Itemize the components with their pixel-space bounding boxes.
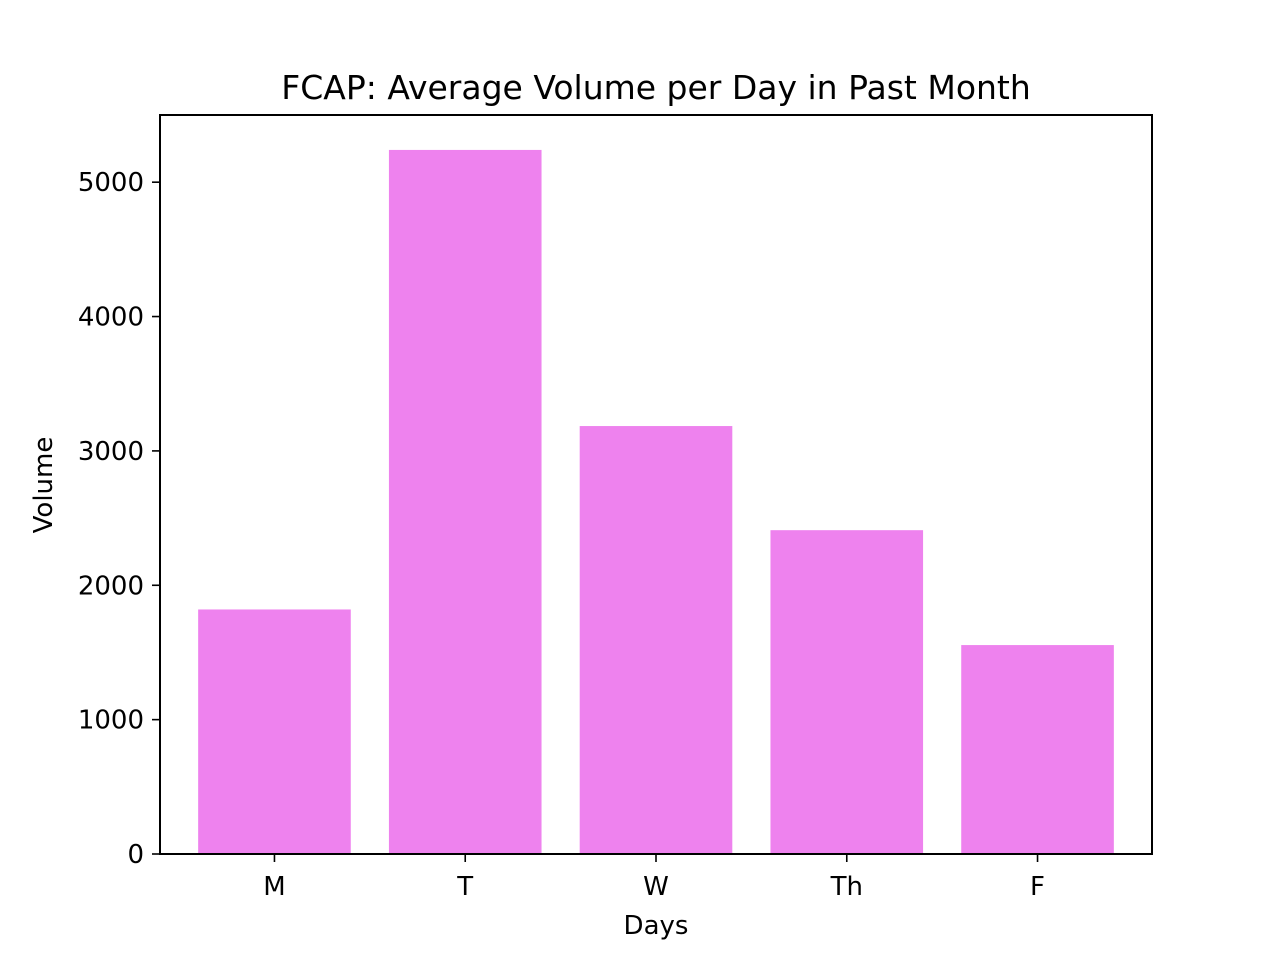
- chart-title: FCAP: Average Volume per Day in Past Mon…: [281, 68, 1031, 107]
- x-tick-label: M: [263, 872, 285, 902]
- x-tick-label: T: [456, 872, 473, 902]
- x-axis-label: Days: [624, 911, 689, 941]
- y-axis-label: Volume: [29, 437, 59, 534]
- bar-th: [770, 530, 924, 854]
- y-tick-label: 4000: [78, 303, 144, 333]
- bar-f: [961, 645, 1114, 854]
- y-tick-label: 2000: [78, 571, 144, 601]
- x-tick-label: W: [643, 872, 669, 902]
- x-tick-label: Th: [830, 872, 863, 902]
- y-tick-label: 1000: [78, 706, 144, 736]
- y-tick-label: 5000: [78, 168, 144, 198]
- x-tick-label: F: [1030, 872, 1045, 902]
- y-tick-label: 0: [127, 840, 144, 870]
- bars-group: [198, 149, 1114, 854]
- y-axis-ticks: 0 1000 2000 3000 4000 5000: [78, 168, 160, 870]
- bar-w: [579, 426, 733, 854]
- x-axis-ticks: M T W Th F: [263, 854, 1045, 902]
- plot-area-frame: [159, 114, 1153, 855]
- bar-m: [198, 609, 351, 854]
- bar-t: [388, 149, 542, 854]
- y-tick-label: 3000: [78, 437, 144, 467]
